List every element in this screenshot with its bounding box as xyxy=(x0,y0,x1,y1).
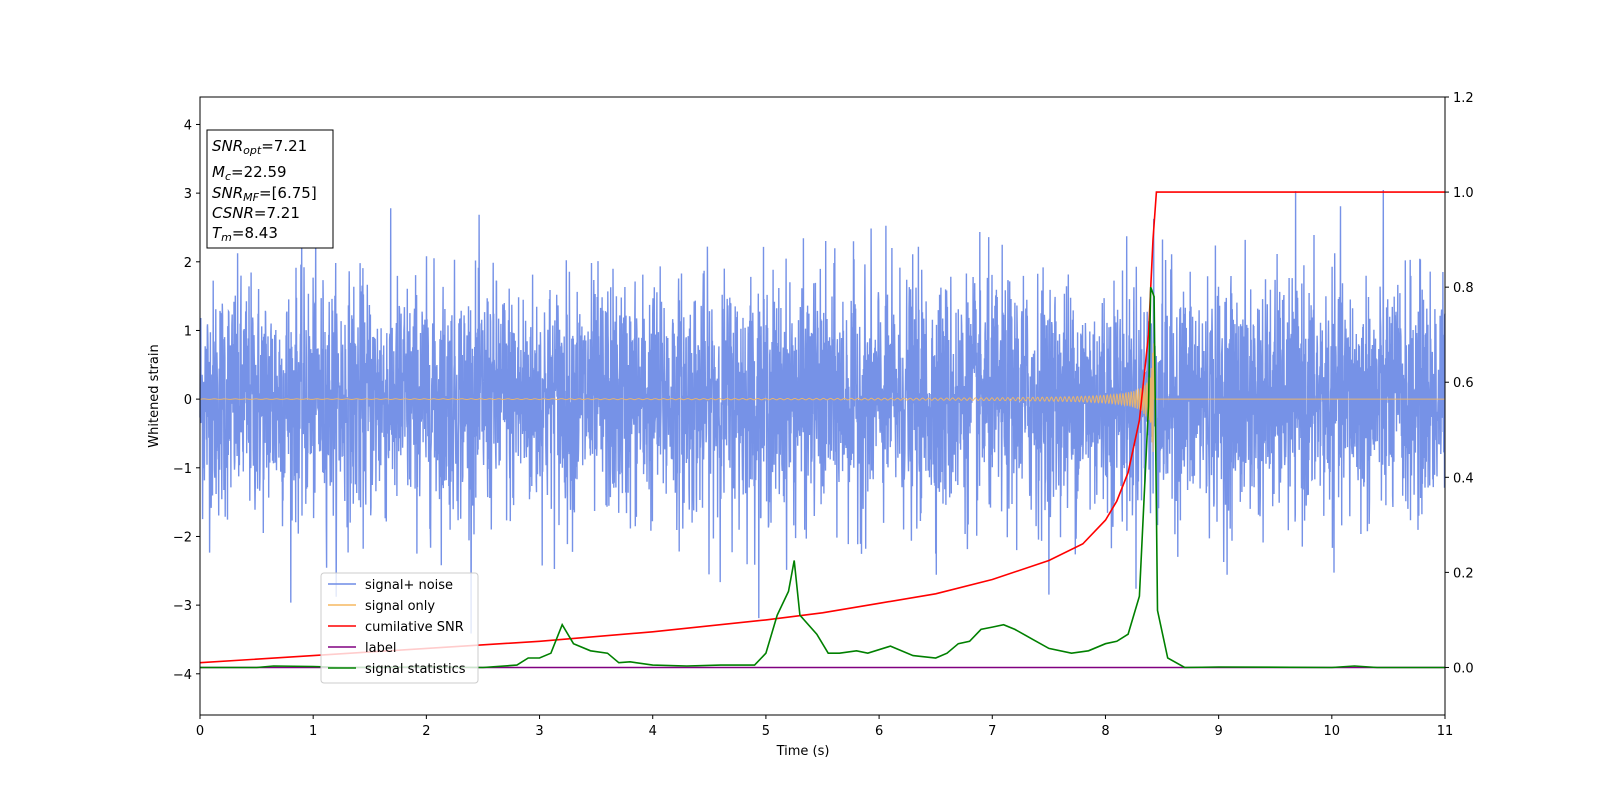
legend-frame xyxy=(320,572,479,684)
series-signal-statistics xyxy=(200,286,1445,669)
legend-label-signal-plus-noise: signal+ noise xyxy=(365,578,453,593)
annotation-snr-mf: SNRMF=[6.75] xyxy=(212,184,317,204)
x-tick-label: 1 xyxy=(309,724,317,739)
legend-label-cumulative-snr: cumilative SNR xyxy=(365,620,464,635)
x-axis-label: Time (s) xyxy=(776,744,830,759)
legend-label-label: label xyxy=(365,641,396,656)
y2-tick-label: 0.0 xyxy=(1453,661,1474,676)
annotation-frame xyxy=(206,129,334,249)
annotation-csnr: CSNR=7.21 xyxy=(212,204,300,222)
y-tick-label: 1 xyxy=(184,324,192,339)
series-signal-plus-noise xyxy=(199,189,1446,634)
series-signal-only xyxy=(200,343,1445,453)
y-tick-label: −2 xyxy=(173,530,192,545)
annotation-box: SNRopt=7.21 Mc=22.59 SNRMF=[6.75] CSNR=7… xyxy=(206,129,334,249)
x-tick-label: 4 xyxy=(649,724,657,739)
legend-label-signal-statistics: signal statistics xyxy=(365,662,466,677)
series-cumulative-snr xyxy=(199,191,1445,664)
x-tick-label: 5 xyxy=(762,724,770,739)
x-tick-label: 11 xyxy=(1437,724,1454,739)
x-tick-label: 7 xyxy=(988,724,996,739)
y-axis-label: Whitened strain xyxy=(147,344,162,447)
x-tick-label: 6 xyxy=(875,724,883,739)
plot-frame xyxy=(199,96,1446,716)
y2-tick-label: 0.6 xyxy=(1453,376,1474,391)
y-tick-label: 2 xyxy=(184,256,192,271)
y2-tick-label: 1.0 xyxy=(1453,186,1474,201)
y2-tick-label: 0.8 xyxy=(1453,281,1474,296)
y-tick-label: 0 xyxy=(184,393,192,408)
axes-layer xyxy=(199,96,1446,716)
annotation-snr-opt: SNRopt=7.21 xyxy=(212,137,307,157)
y-tick-label: −4 xyxy=(173,668,192,683)
annotation-mc: Mc=22.59 xyxy=(212,163,287,183)
x-tick-label: 10 xyxy=(1324,724,1341,739)
x-tick-label: 8 xyxy=(1101,724,1109,739)
ticks-layer: 0 1 2 3 4 5 6 7 8 9 10 11 −4 −3 −2 −1 0 1 2 3 4 0.0 0.2 0.4 0.6 0… xyxy=(173,91,1474,739)
legend: signal+ noise signal only cumilative SNR… xyxy=(320,572,479,684)
y-tick-label: −3 xyxy=(173,599,192,614)
x-tick-label: 9 xyxy=(1214,724,1222,739)
legend-label-signal-only: signal only xyxy=(365,599,435,614)
annotation-tm: Tm=8.43 xyxy=(212,224,278,244)
x-tick-label: 2 xyxy=(422,724,430,739)
signal-only-layer xyxy=(200,343,1445,453)
y2-tick-label: 0.4 xyxy=(1453,471,1474,486)
y-tick-label: 3 xyxy=(184,187,192,202)
x-tick-label: 3 xyxy=(535,724,543,739)
signal-plus-noise-layer xyxy=(199,189,1446,634)
y2-tick-label: 0.2 xyxy=(1453,566,1474,581)
y-tick-label: −1 xyxy=(173,462,192,477)
y-tick-label: 4 xyxy=(184,118,192,133)
x-tick-label: 0 xyxy=(196,724,204,739)
y2-tick-label: 1.2 xyxy=(1453,91,1474,106)
